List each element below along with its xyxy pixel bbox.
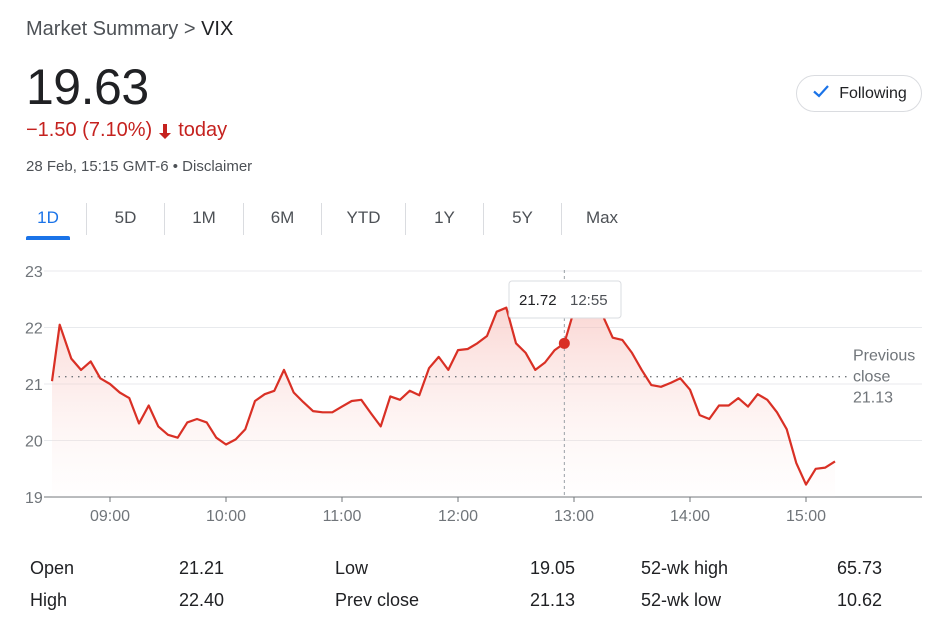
x-tick-label: 12:00 xyxy=(438,508,478,525)
tab-ytd[interactable]: YTD xyxy=(346,208,381,227)
x-tick-label: 10:00 xyxy=(206,508,246,525)
stat-label-52wk-high: 52-wk high xyxy=(641,558,729,578)
tab-max[interactable]: Max xyxy=(585,208,619,227)
price-area xyxy=(52,307,835,497)
price-change-period: today xyxy=(178,119,228,141)
tooltip-time: 12:55 xyxy=(570,292,608,309)
tab-divider xyxy=(321,203,322,235)
breadcrumb: Market Summary > VIX xyxy=(26,18,233,41)
price-chart[interactable]: 19 20 21 22 23 Previous close 21.13 09:00 10:00… xyxy=(0,256,949,534)
x-tick-label: 15:00 xyxy=(786,508,826,525)
tab-1d[interactable]: 1D xyxy=(26,198,70,240)
x-tick-label: 14:00 xyxy=(670,508,710,525)
hover-point xyxy=(558,337,570,349)
y-tick-label: 20 xyxy=(25,434,43,451)
following-button[interactable]: Following xyxy=(796,75,922,112)
stat-value-high: 22.40 xyxy=(179,590,225,610)
stat-label-low: Low xyxy=(335,558,369,578)
breadcrumb-parent-link[interactable]: Market Summary xyxy=(26,18,179,40)
following-button-label: Following xyxy=(839,84,907,102)
tab-6m[interactable]: 6M xyxy=(270,208,295,227)
range-tabs: 1D 5D 1M 6M YTD 1Y 5Y Max xyxy=(26,198,642,240)
tooltip-box xyxy=(508,280,622,319)
breadcrumb-ticker: VIX xyxy=(201,18,234,40)
tab-divider xyxy=(164,203,165,235)
stat-value-low: 19.05 xyxy=(530,558,576,578)
stat-label-52wk-low: 52-wk low xyxy=(641,590,722,610)
x-tick-label: 09:00 xyxy=(90,508,130,525)
stat-value-52wk-high: 65.73 xyxy=(837,558,883,578)
key-stats: Open 21.21 Low 19.05 52-wk high 65.73 Hi… xyxy=(30,558,890,622)
stat-row: Open 21.21 Low 19.05 52-wk high 65.73 xyxy=(30,558,890,590)
stat-row: High 22.40 Prev close 21.13 52-wk low 10… xyxy=(30,590,890,622)
y-tick-label: 19 xyxy=(25,490,43,507)
price-change: −1.50 (7.10%) today xyxy=(26,119,227,142)
tooltip-value: 21.72 xyxy=(519,292,557,309)
y-tick-label: 22 xyxy=(25,321,43,338)
arrow-down-icon xyxy=(158,123,172,139)
x-tick-label: 11:00 xyxy=(323,508,362,525)
tab-1m[interactable]: 1M xyxy=(192,208,216,227)
tab-divider xyxy=(405,203,406,235)
breadcrumb-separator: > xyxy=(183,18,196,40)
stat-value-prev-close: 21.13 xyxy=(530,590,576,610)
stat-label-prev-close: Prev close xyxy=(335,590,420,610)
stat-value-52wk-low: 10.62 xyxy=(837,590,883,610)
stat-value-open: 21.21 xyxy=(179,558,225,578)
price-line xyxy=(50,306,836,486)
tab-divider xyxy=(86,203,87,235)
tab-5y[interactable]: 5Y xyxy=(512,208,533,227)
x-tick-label: 13:00 xyxy=(554,508,594,525)
tab-1y[interactable]: 1Y xyxy=(434,208,455,227)
y-tick-label: 23 xyxy=(25,264,43,281)
check-icon xyxy=(811,81,831,106)
stat-label-open: Open xyxy=(30,558,75,578)
tab-divider xyxy=(483,203,484,235)
y-tick-label: 21 xyxy=(25,377,43,394)
quote-timestamp: 28 Feb, 15:15 GMT-6 • Disclaimer xyxy=(26,158,253,175)
previous-close-label: Previous xyxy=(853,348,915,365)
tab-divider xyxy=(243,203,244,235)
tab-divider xyxy=(561,203,562,235)
price-change-value: −1.50 (7.10%) xyxy=(26,119,153,141)
tab-5d[interactable]: 5D xyxy=(114,208,137,227)
previous-close-label: close xyxy=(853,369,890,386)
previous-close-label: 21.13 xyxy=(853,390,893,407)
stat-label-high: High xyxy=(30,590,68,610)
current-price: 19.63 xyxy=(26,59,149,115)
